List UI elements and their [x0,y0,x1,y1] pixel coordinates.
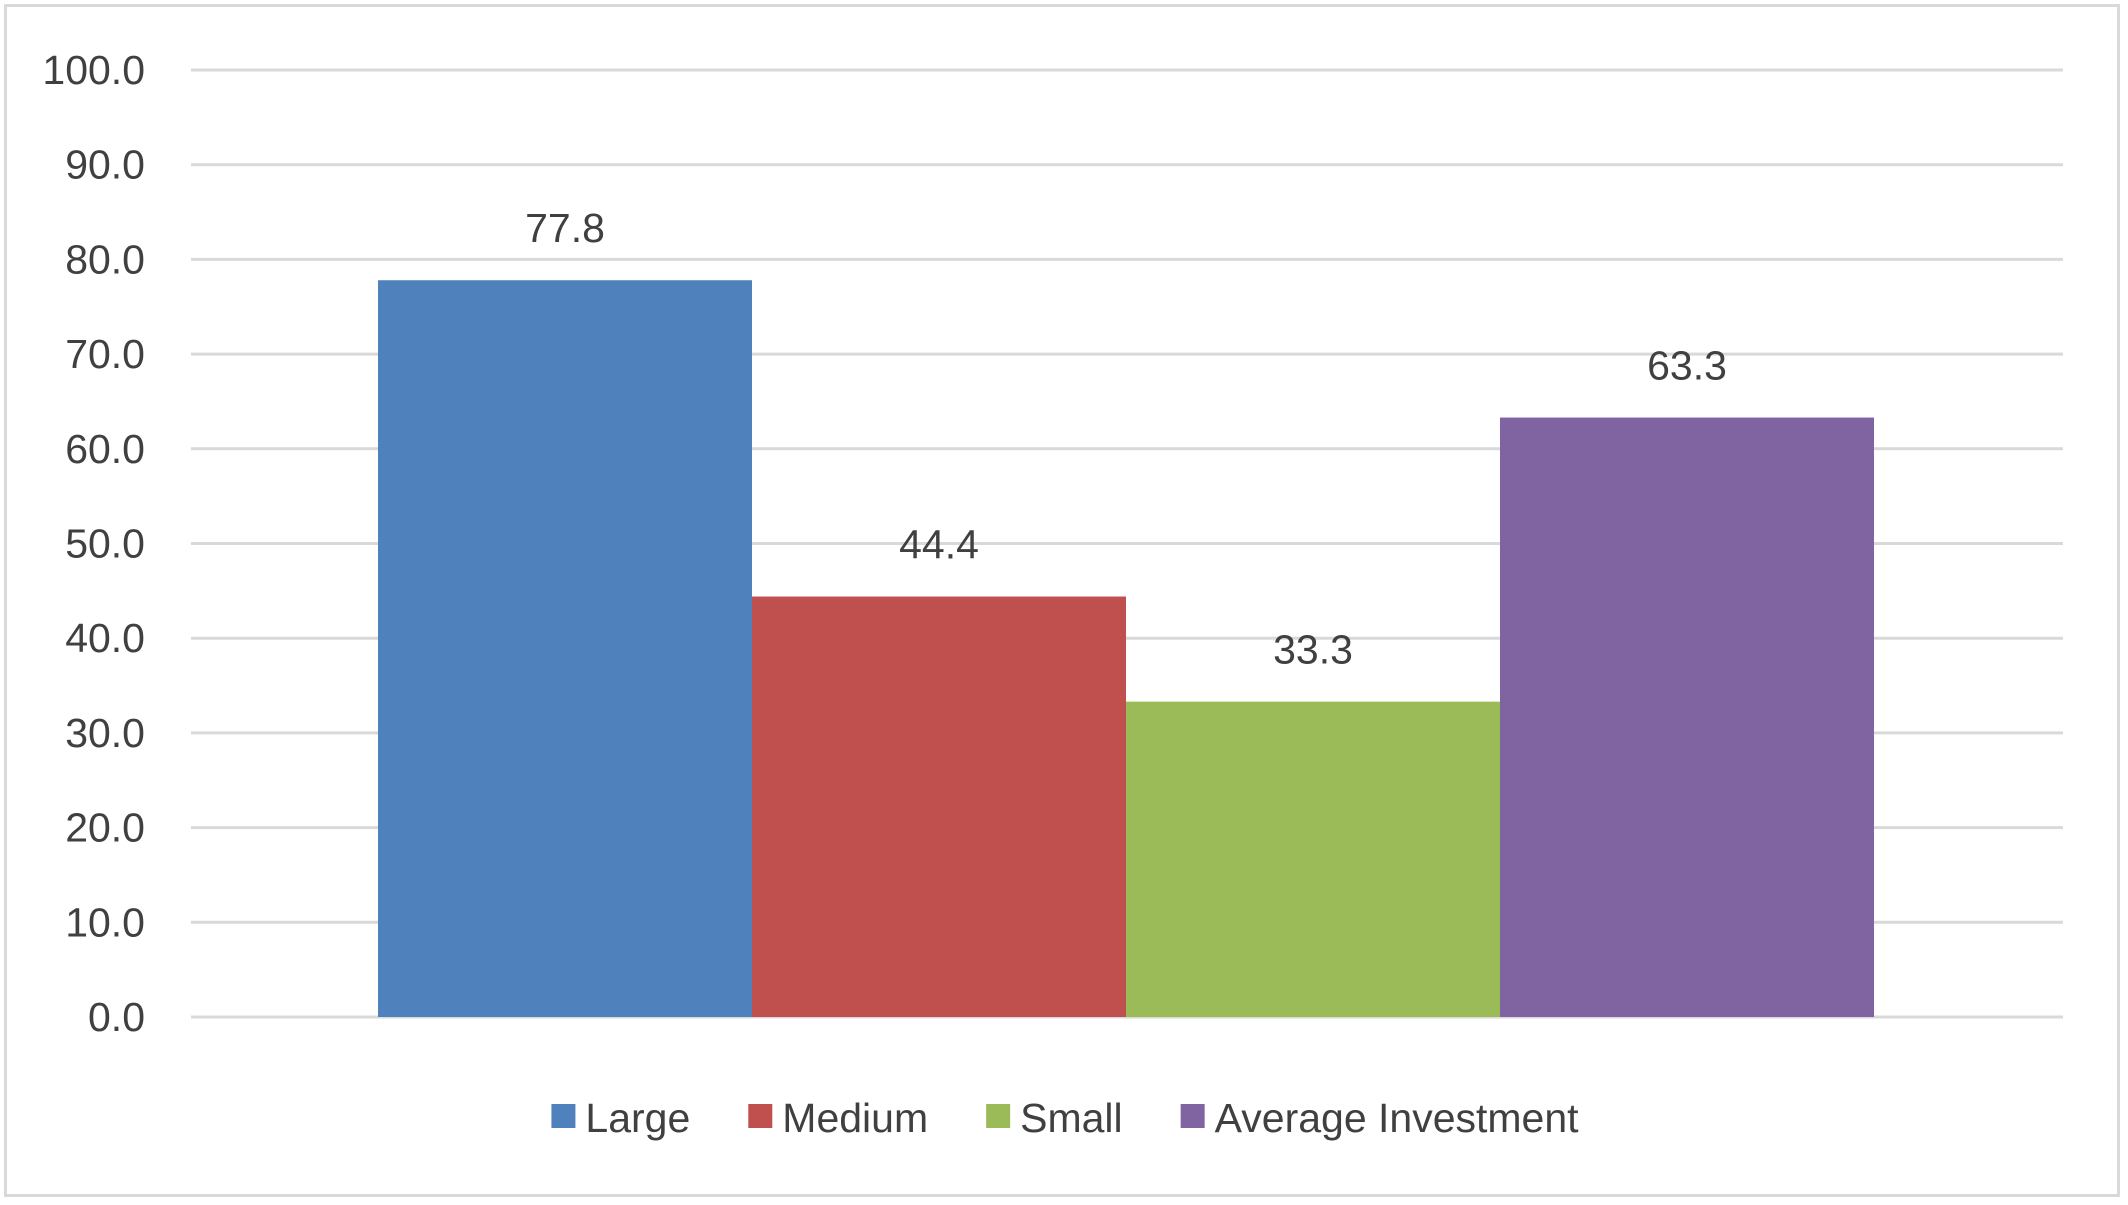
bars [378,280,1874,1017]
legend-item-medium: Medium [748,1095,928,1141]
chart-frame: 0.0 10.0 20.0 30.0 40.0 50.0 60.0 70.0 80.0 90.0 1… [4,4,2120,1197]
legend: Large Medium Small Average Investment [551,1095,1579,1141]
bar-large [378,280,752,1017]
y-tick-label: 30.0 [65,710,145,756]
y-tick-label: 70.0 [65,331,145,377]
legend-swatch [748,1104,773,1128]
legend-swatch [986,1104,1011,1128]
bar-chart: 0.0 10.0 20.0 30.0 40.0 50.0 60.0 70.0 80.0 90.0 1… [42,47,2063,1141]
data-label: 44.4 [899,522,979,568]
y-tick-label: 10.0 [65,899,145,945]
data-labels: 77.8 44.4 33.3 63.3 [525,205,1727,672]
y-tick-label: 90.0 [65,142,145,188]
bar-small [1126,701,1500,1017]
legend-item-small: Small [986,1095,1123,1141]
y-tick-label: 60.0 [65,426,145,472]
legend-label: Small [1020,1095,1123,1141]
legend-item-large: Large [551,1095,690,1141]
legend-item-average-investment: Average Investment [1180,1095,1580,1141]
legend-label: Average Investment [1215,1095,1580,1141]
legend-label: Large [585,1095,690,1141]
y-tick-label: 40.0 [65,615,145,661]
legend-swatch [1180,1104,1205,1128]
data-label: 33.3 [1273,627,1353,673]
data-label: 77.8 [525,205,605,251]
y-tick-label: 0.0 [88,994,145,1040]
legend-label: Medium [782,1095,928,1141]
y-axis-tick-labels: 0.0 10.0 20.0 30.0 40.0 50.0 60.0 70.0 80.0 90.0 1… [42,47,145,1040]
bar-medium [752,596,1126,1017]
data-label: 63.3 [1647,343,1727,389]
legend-swatch [551,1104,576,1128]
bar-average-investment [1500,417,1874,1017]
y-tick-label: 80.0 [65,236,145,282]
y-tick-label: 20.0 [65,805,145,851]
y-tick-label: 50.0 [65,521,145,567]
y-tick-label: 100.0 [42,47,145,93]
